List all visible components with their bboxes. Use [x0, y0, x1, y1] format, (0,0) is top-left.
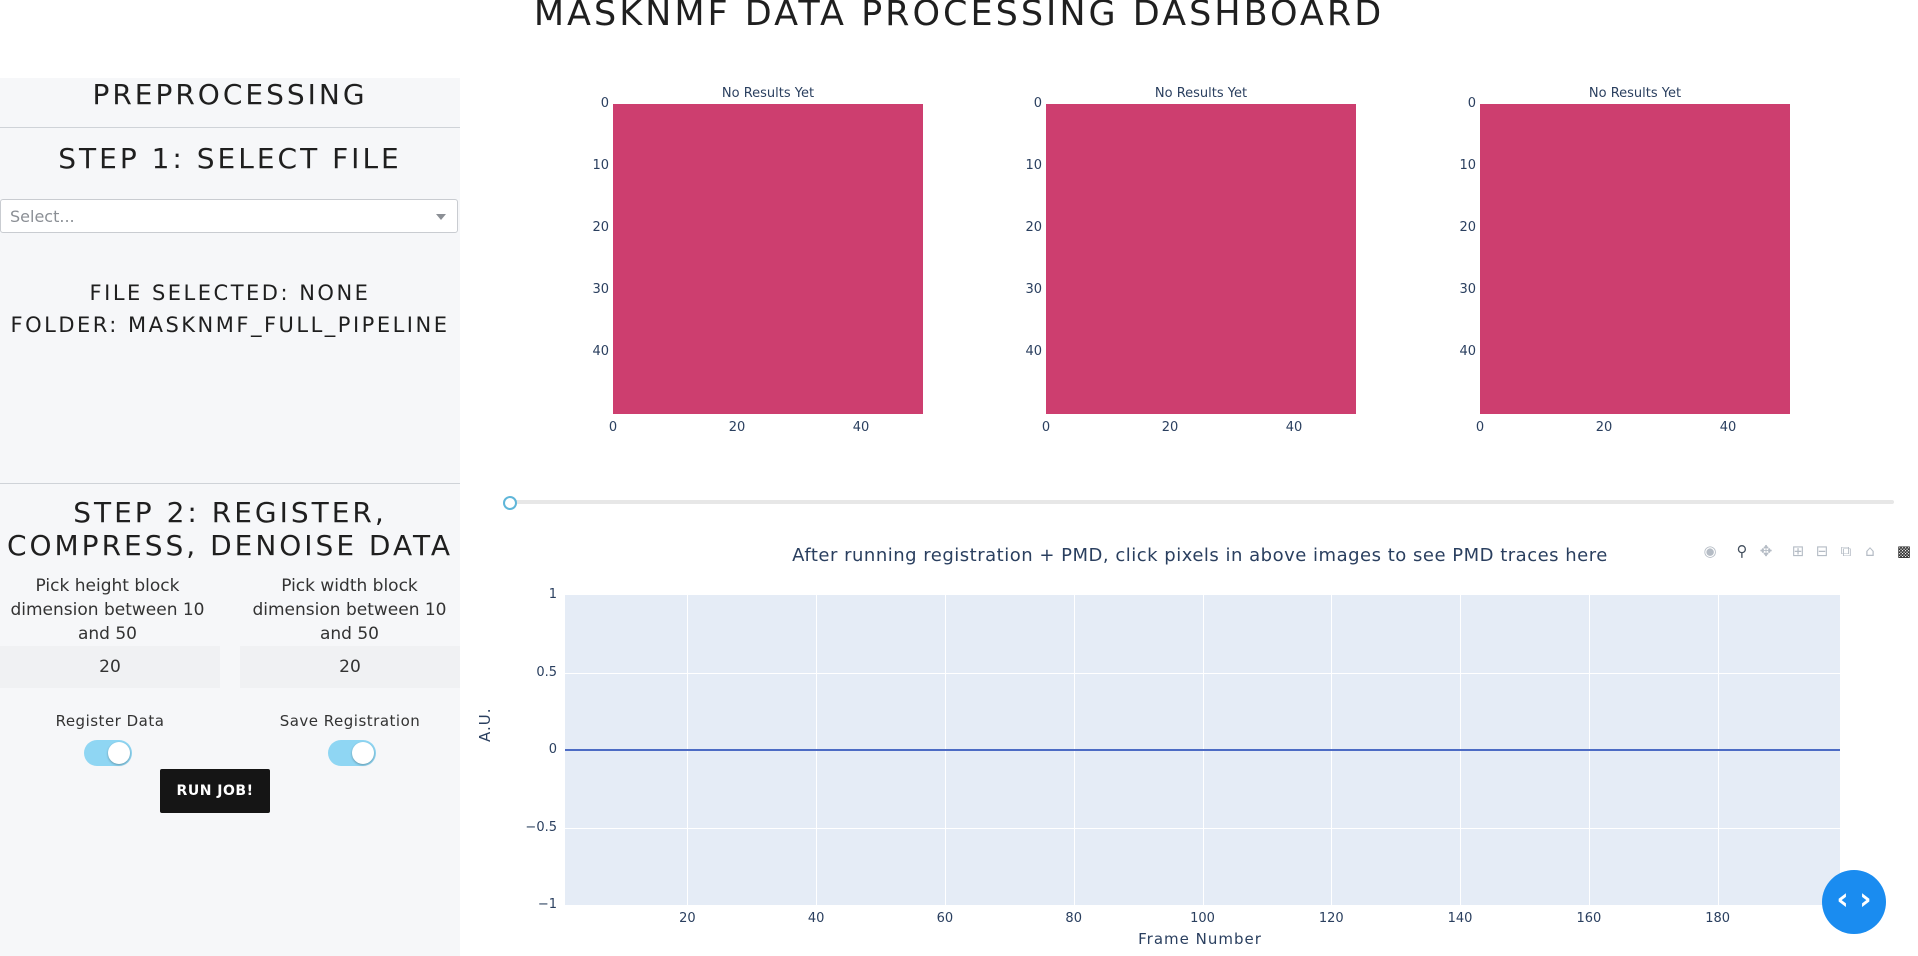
image-1-heatmap[interactable] — [613, 104, 923, 414]
x-tick-label: 40 — [807, 911, 825, 926]
image-3-y-tick: 30 — [1459, 282, 1476, 297]
image-1-y-tick: 20 — [592, 220, 609, 235]
x-tick-label: 160 — [1576, 911, 1602, 926]
folder-text: FOLDER: MASKNMF_FULL_PIPELINE — [10, 313, 450, 337]
image-3-y-tick: 0 — [1467, 96, 1476, 111]
image-1-y-tick: 40 — [592, 344, 609, 359]
image-2-y-tick: 10 — [1025, 158, 1042, 173]
save-registration-label: Save Registration — [279, 712, 421, 730]
zoom-in-icon[interactable]: ⊞ — [1791, 542, 1805, 560]
autoscale-icon[interactable]: ⧉ — [1840, 542, 1852, 560]
image-1-title: No Results Yet — [721, 86, 815, 101]
zoom-out-icon[interactable]: ⊟ — [1815, 542, 1829, 560]
y-tick-label: 0.5 — [536, 664, 557, 680]
grid-line-horizontal — [565, 672, 1840, 674]
y-axis-title: A.U. — [476, 707, 494, 742]
x-tick-label: 20 — [679, 911, 696, 926]
image-3-y-tick: 10 — [1459, 158, 1476, 173]
width-block-input[interactable]: 20 — [240, 646, 460, 688]
image-2-heatmap[interactable] — [1046, 104, 1356, 414]
x-tick-label: 140 — [1447, 911, 1473, 926]
image-1-x-tick: 0 — [608, 420, 618, 435]
run-job-button[interactable]: RUN JOB! — [160, 769, 270, 813]
code-toggle-button[interactable]: ‹ › — [1822, 870, 1886, 934]
height-block-input[interactable]: 20 — [0, 646, 220, 688]
step1-title: STEP 1: SELECT FILE — [58, 142, 402, 175]
preprocessing-title: PREPROCESSING — [92, 78, 368, 111]
camera-icon[interactable]: ◉ — [1703, 542, 1717, 560]
step2-title-line1: STEP 2: REGISTER, — [73, 496, 387, 529]
image-3-x-tick: 20 — [1595, 420, 1613, 435]
image-2-y-tick: 20 — [1025, 220, 1042, 235]
toggle-knob — [108, 742, 130, 764]
y-tick-label: 0 — [548, 742, 557, 757]
dropdown-placeholder: Select... — [10, 207, 75, 226]
image-2-x-tick: 40 — [1285, 420, 1303, 435]
frame-slider-handle[interactable] — [503, 496, 517, 510]
image-3-y-tick: 20 — [1459, 220, 1476, 235]
image-2-y-tick: 30 — [1025, 282, 1042, 297]
file-selected-text: FILE SELECTED: NONE — [89, 281, 371, 305]
image-2-x-tick: 0 — [1041, 420, 1051, 435]
register-data-toggle[interactable] — [84, 740, 132, 766]
step2-title-line2: COMPRESS, DENOISE DATA — [6, 529, 454, 562]
y-tick-label: 1 — [548, 587, 557, 602]
file-select-dropdown[interactable]: Select... — [0, 199, 458, 233]
home-icon[interactable]: ⌂ — [1865, 542, 1875, 560]
x-axis-title: Frame Number — [1138, 930, 1262, 948]
image-2-y-tick: 40 — [1025, 344, 1042, 359]
image-1-x-tick: 40 — [852, 420, 870, 435]
pan-icon[interactable]: ✥ — [1759, 542, 1773, 560]
register-data-label: Register Data — [55, 712, 165, 730]
image-3-x-tick: 0 — [1475, 420, 1485, 435]
x-tick-label: 60 — [936, 911, 954, 926]
height-block-label: Pick height block dimension between 10 a… — [10, 576, 205, 644]
save-registration-toggle[interactable] — [328, 740, 376, 766]
image-2-y-tick: 0 — [1033, 96, 1042, 111]
image-1-y-tick: 10 — [592, 158, 609, 173]
trace-plot-area[interactable] — [565, 595, 1840, 905]
image-2-title: No Results Yet — [1154, 86, 1248, 101]
image-3-title: No Results Yet — [1588, 86, 1682, 101]
chevron-down-icon[interactable] — [436, 214, 446, 220]
frame-slider-track[interactable] — [510, 500, 1894, 504]
x-tick-label: 80 — [1065, 911, 1082, 926]
grid-line-horizontal — [565, 827, 1840, 829]
image-3-x-tick: 40 — [1719, 420, 1737, 435]
image-1-x-tick: 20 — [728, 420, 746, 435]
plotly-logo-icon[interactable]: ▩ — [1896, 542, 1912, 560]
image-2-x-tick: 20 — [1161, 420, 1179, 435]
x-tick-label: 180 — [1705, 911, 1731, 926]
code-icon: ‹ › — [1836, 882, 1872, 917]
trace-series-line — [565, 749, 1840, 751]
divider — [0, 127, 460, 128]
y-tick-label: −1 — [537, 897, 557, 912]
image-1-y-tick: 30 — [592, 282, 609, 297]
toggle-knob — [352, 742, 374, 764]
zoom-icon[interactable]: ⚲ — [1736, 542, 1748, 560]
divider — [0, 483, 460, 484]
x-tick-label: 120 — [1318, 911, 1344, 926]
image-1-y-tick: 0 — [600, 96, 609, 111]
x-tick-label: 100 — [1190, 911, 1215, 926]
image-3-heatmap[interactable] — [1480, 104, 1790, 414]
sidebar: PREPROCESSING STEP 1: SELECT FILE Select… — [0, 78, 460, 956]
page-title: MASKNMF DATA PROCESSING DASHBOARD — [533, 0, 1385, 34]
y-tick-label: −0.5 — [525, 819, 557, 835]
width-block-label: Pick width block dimension between 10 an… — [252, 576, 447, 644]
image-3-y-tick: 40 — [1459, 344, 1476, 359]
trace-plot-title: After running registration + PMD, click … — [792, 545, 1608, 566]
